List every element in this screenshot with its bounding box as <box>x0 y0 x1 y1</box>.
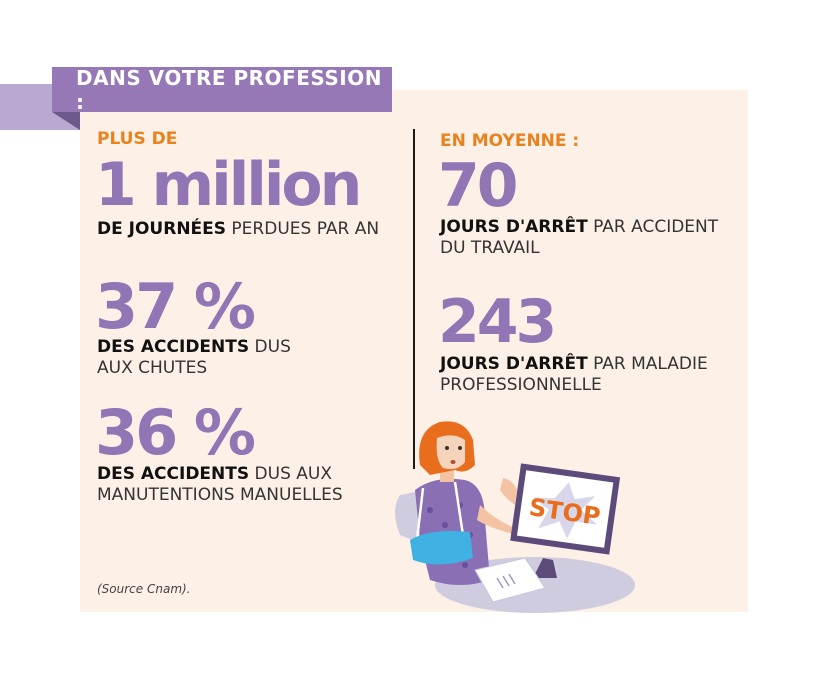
header-title: DANS VOTRE PROFESSION : <box>76 65 382 114</box>
stat-value-million: 1 million <box>95 150 362 220</box>
stat-desc-rest-2: DU TRAVAIL <box>440 238 540 258</box>
stat-desc-36: DES ACCIDENTS DUS AUX MANUTENTIONS MANUE… <box>97 464 343 506</box>
ribbon-fold <box>52 112 80 130</box>
stat-desc-rest: PAR MALADIE <box>593 354 708 374</box>
column-divider <box>413 129 415 469</box>
stat-desc-rest-2: AUX CHUTES <box>97 358 208 378</box>
stat-desc-bold: JOURS D'ARRÊT <box>440 354 588 374</box>
stat-desc-bold: JOURS D'ARRÊT <box>440 217 588 237</box>
stat-value-243: 243 <box>438 287 557 357</box>
header-ribbon: DANS VOTRE PROFESSION : <box>52 65 392 114</box>
stat-desc-rest: PERDUES PAR AN <box>231 219 380 239</box>
illustration-woman-computer: STOP <box>385 410 645 615</box>
woman-at-computer-illustration: STOP <box>395 421 635 613</box>
stat-desc-37: DES ACCIDENTS DUS AUX CHUTES <box>97 337 291 379</box>
stat-desc-rest: PAR ACCIDENT <box>593 217 719 237</box>
stat-desc-million: DE JOURNÉES PERDUES PAR AN <box>97 219 379 240</box>
stat-desc-rest: DUS <box>254 337 291 357</box>
stat-desc-bold: DES ACCIDENTS <box>97 464 250 484</box>
stat-desc-243: JOURS D'ARRÊT PAR MALADIE PROFESSIONNELL… <box>440 354 708 396</box>
source-note: (Source Cnam). <box>97 582 191 596</box>
stat-desc-rest: DUS AUX <box>254 464 332 484</box>
stat-value-70: 70 <box>438 151 518 221</box>
stat-value-37: 37 % <box>95 270 256 343</box>
stat-desc-70: JOURS D'ARRÊT PAR ACCIDENT DU TRAVAIL <box>440 217 718 259</box>
stat-desc-rest-2: MANUTENTIONS MANUELLES <box>97 485 343 505</box>
kicker-en-moyenne: EN MOYENNE : <box>440 131 580 151</box>
stat-desc-bold: DE JOURNÉES <box>97 219 227 239</box>
stat-desc-bold: DES ACCIDENTS <box>97 337 250 357</box>
stat-desc-rest-2: PROFESSIONNELLE <box>440 375 602 395</box>
stat-value-36: 36 % <box>95 396 256 469</box>
kicker-plus-de: PLUS DE <box>97 129 178 149</box>
